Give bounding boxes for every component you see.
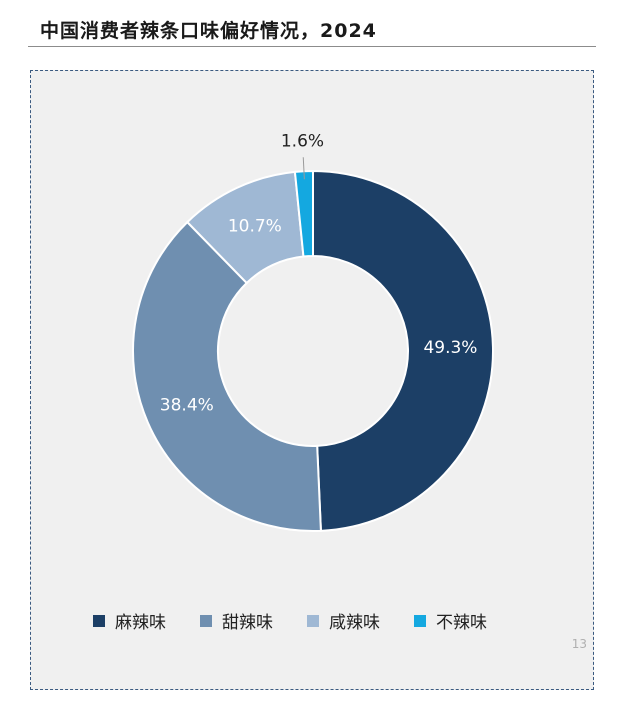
legend-swatch-xianla xyxy=(307,614,319,627)
legend-label-bula: 不辣味 xyxy=(436,613,487,633)
data-label-mala: 49.3% xyxy=(423,338,477,358)
donut-chart: 49.3% 38.4% 10.7% 1.6% xyxy=(132,131,494,532)
legend-label-xianla: 咸辣味 xyxy=(329,613,380,633)
legend-swatch-bula xyxy=(414,614,426,627)
legend-label-tianla: 甜辣味 xyxy=(222,613,273,633)
legend-item-tianla: 甜辣味 xyxy=(200,608,273,633)
slice-mala xyxy=(312,169,494,532)
legend-item-xianla: 咸辣味 xyxy=(307,608,380,633)
legend-item-mala: 麻辣味 xyxy=(93,608,166,633)
chart-legend: 麻辣味 甜辣味 咸辣味 不辣味 xyxy=(93,608,487,633)
page-number: 13 xyxy=(571,637,587,651)
chart-title: 中国消费者辣条口味偏好情况，2024 xyxy=(40,20,377,42)
data-label-tianla: 38.4% xyxy=(160,396,214,416)
data-label-bula: 1.6% xyxy=(281,131,324,151)
legend-swatch-tianla xyxy=(200,614,212,627)
legend-item-bula: 不辣味 xyxy=(414,608,487,633)
leader-line-bula xyxy=(302,157,305,180)
chart-area: 49.3% 38.4% 10.7% 1.6% 麻辣味 甜辣味 咸辣味 不辣味 13 xyxy=(30,70,594,690)
slice-tianla xyxy=(132,220,322,532)
slice-bula xyxy=(293,169,314,258)
legend-label-mala: 麻辣味 xyxy=(115,613,166,633)
legend-swatch-mala xyxy=(93,614,105,627)
title-divider xyxy=(28,46,596,47)
data-label-xianla: 10.7% xyxy=(228,216,282,236)
